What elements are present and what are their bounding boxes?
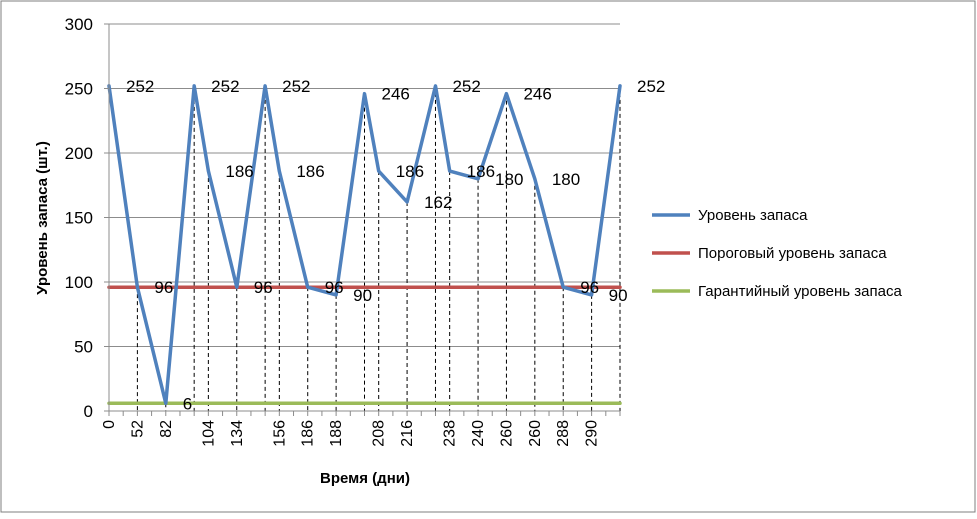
x-axis-title: Время (дни) [320, 470, 410, 487]
data-label: 252 [126, 77, 154, 96]
y-axis-title: Уровень запаса (шт.) [34, 141, 51, 295]
series-line-0 [107, 84, 622, 406]
x-tick-label: 52 [129, 420, 146, 438]
data-label: 252 [637, 77, 665, 96]
y-tick-labels: 0 50 100 150 200 250 300 [65, 15, 93, 421]
y-tick-label: 250 [65, 80, 93, 99]
data-label: 162 [424, 193, 452, 212]
x-tick-label: 288 [555, 420, 572, 447]
data-label: 252 [211, 77, 239, 96]
x-tick-label: 216 [399, 420, 416, 447]
x-tick-label: 0 [101, 420, 118, 429]
x-tick-label: 290 [584, 420, 601, 447]
data-label: 96 [580, 278, 599, 297]
x-tick-label: 208 [371, 420, 388, 447]
x-tick-label: 186 [300, 420, 317, 447]
data-label: 90 [353, 286, 372, 305]
data-label: 96 [254, 278, 273, 297]
legend-entry: Пороговый уровень запаса [698, 245, 887, 262]
data-label: 246 [382, 85, 410, 104]
x-tick-label: 260 [527, 420, 544, 447]
x-tick-label: 188 [328, 420, 345, 447]
legend-entry: Уровень запаса [698, 207, 808, 224]
y-tick-label: 200 [65, 144, 93, 163]
data-label: 186 [467, 162, 495, 181]
y-tick-label: 150 [65, 209, 93, 228]
x-tick-label: 156 [271, 420, 288, 447]
drop-lines [108, 85, 621, 411]
x-tick-labels: 0 52 82 104 134 156 186 188 208 216 238 240 260 260 28… [101, 420, 601, 447]
data-label: 246 [523, 85, 551, 104]
axes [104, 23, 621, 416]
x-tick-label: 104 [200, 420, 217, 447]
legend: Уровень запаса Пороговый уровень запаса Га… [652, 207, 902, 300]
x-tick-label: 260 [498, 420, 515, 447]
legend-entry: Гарантийный уровень запаса [698, 283, 902, 300]
x-tick-label: 134 [229, 420, 246, 447]
y-tick-label: 50 [74, 338, 93, 357]
data-label: 180 [552, 170, 580, 189]
data-label: 96 [325, 278, 344, 297]
data-label: 6 [183, 394, 192, 413]
data-label: 252 [282, 77, 310, 96]
y-tick-label: 0 [84, 402, 93, 421]
data-label: 186 [296, 162, 324, 181]
data-label: 186 [396, 162, 424, 181]
y-tick-label: 100 [65, 273, 93, 292]
data-label: 180 [495, 170, 523, 189]
data-label: 252 [452, 77, 480, 96]
x-tick-label: 238 [442, 420, 459, 447]
data-label: 186 [225, 162, 253, 181]
series-lines [107, 84, 622, 406]
x-tick-label: 82 [158, 420, 175, 438]
data-label: 90 [609, 286, 628, 305]
y-tick-label: 300 [65, 15, 93, 34]
x-tick-label: 240 [470, 420, 487, 447]
data-label: 96 [154, 278, 173, 297]
